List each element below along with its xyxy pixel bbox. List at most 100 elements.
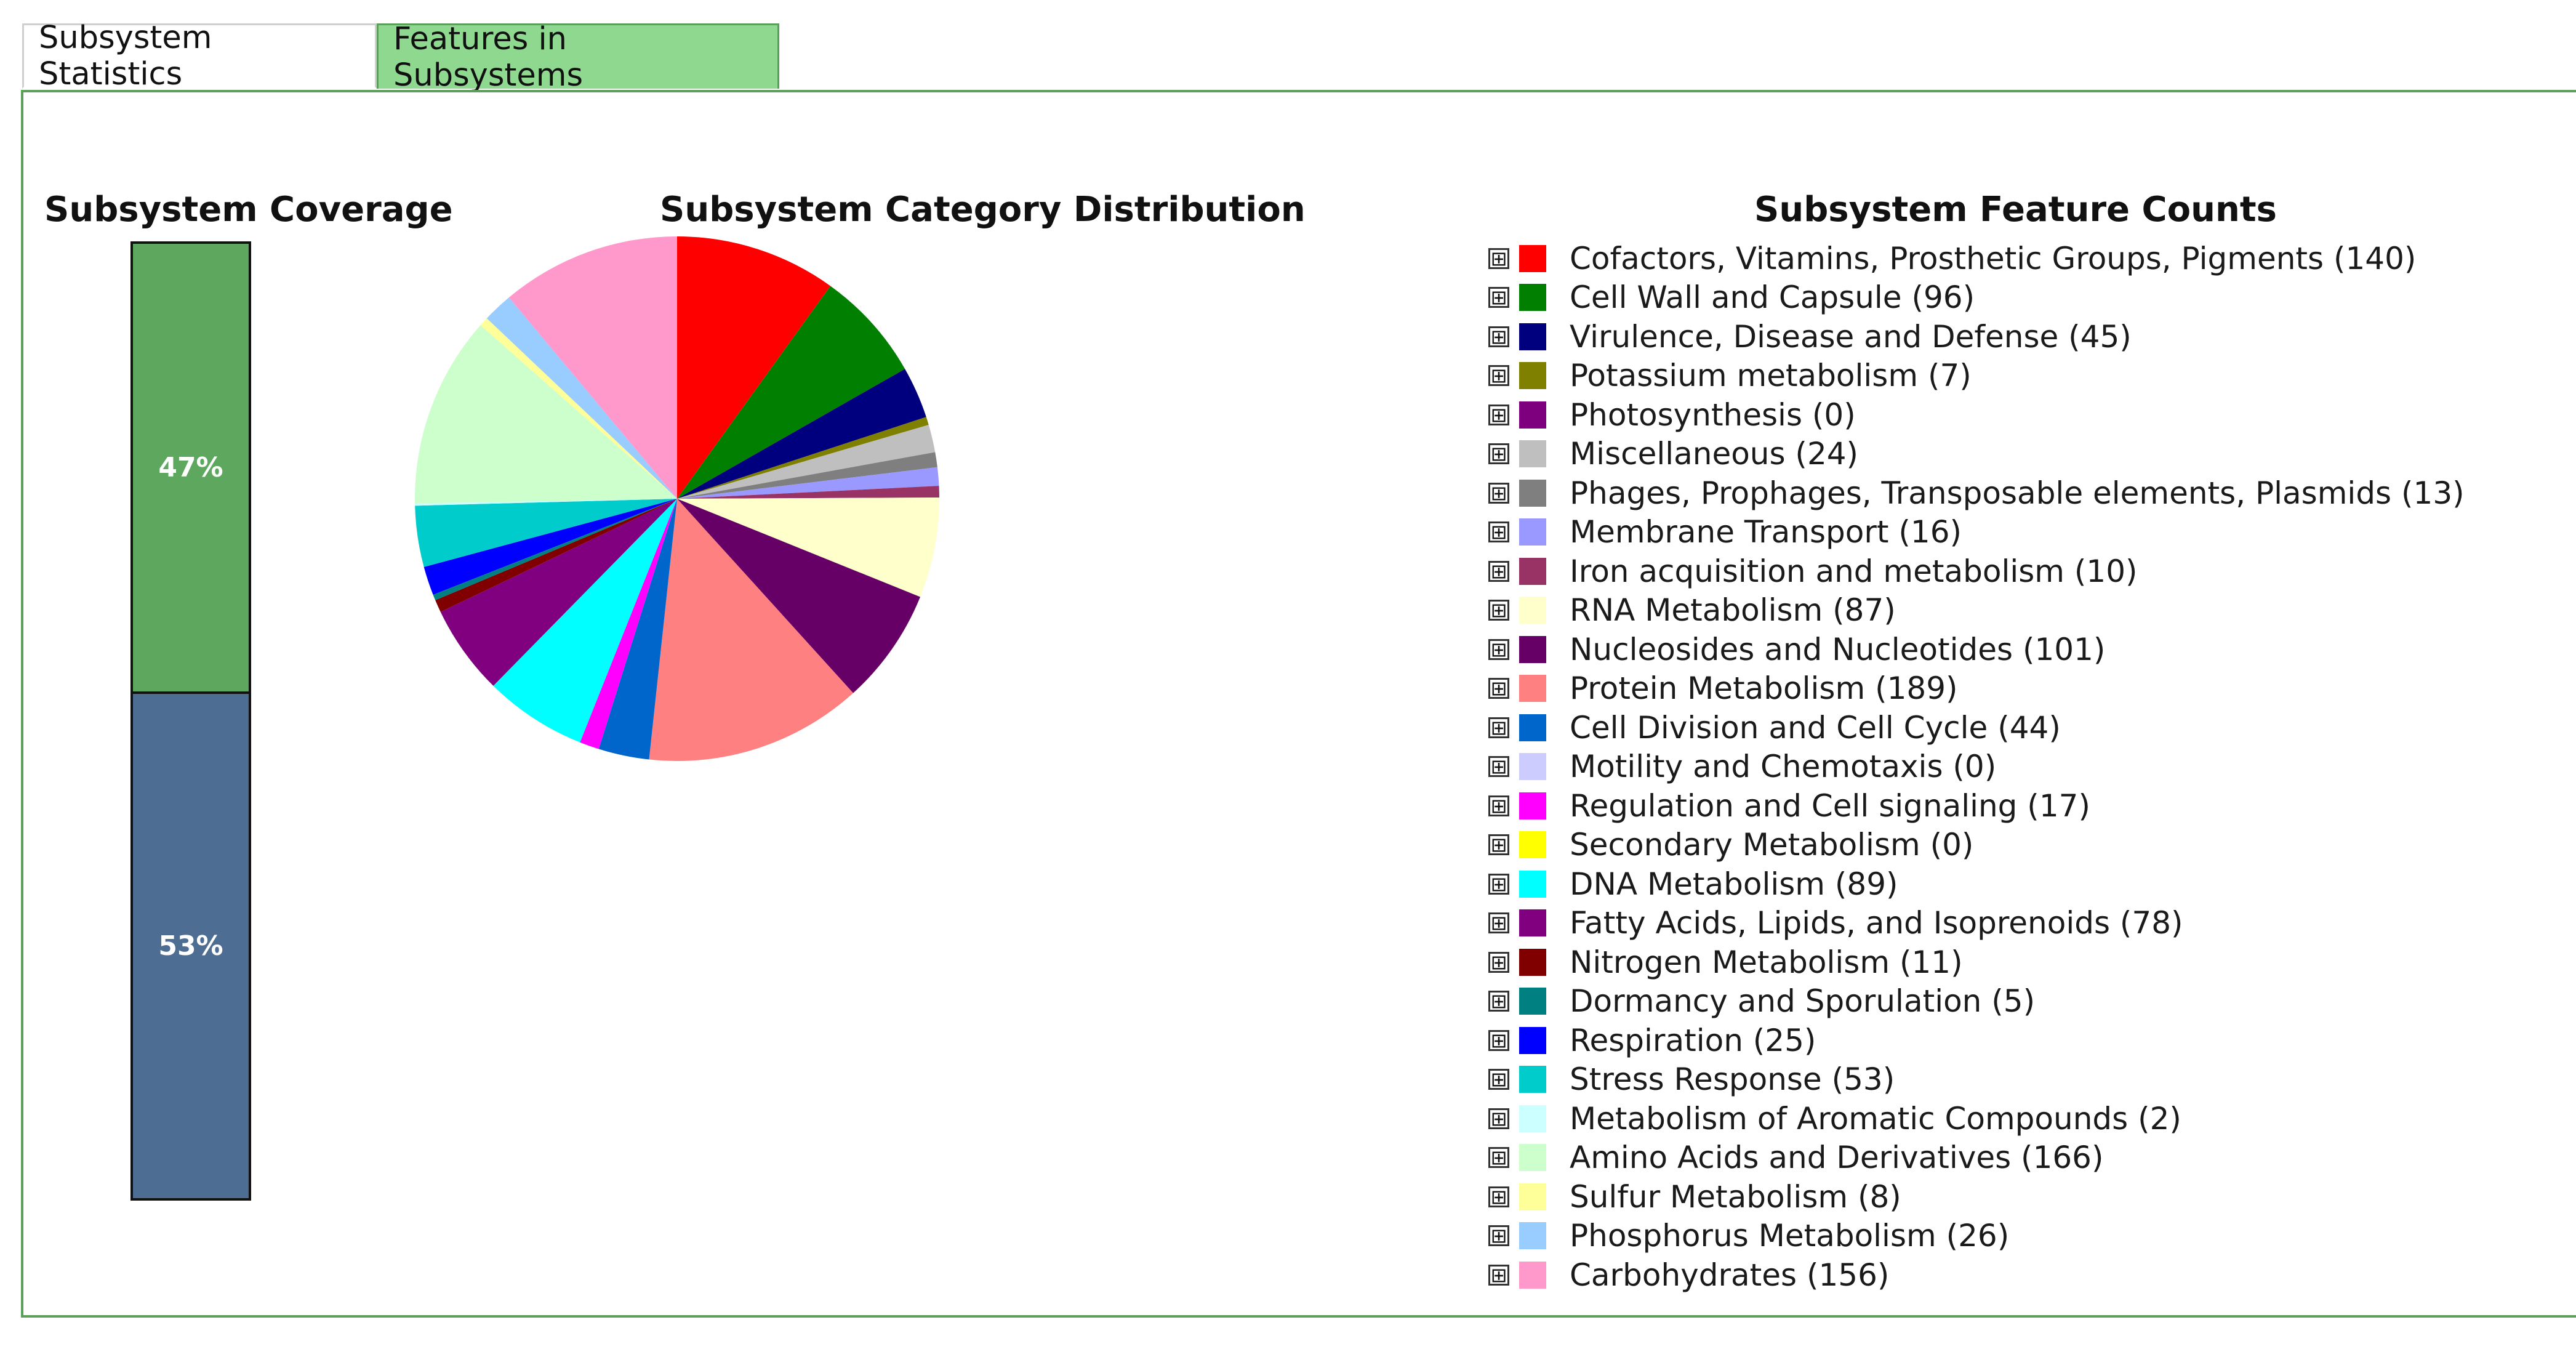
expand-icon[interactable]: ⊞ xyxy=(1488,795,1509,816)
pie-slice-fatty-acids-lipids-and-isoprenoids xyxy=(440,499,677,686)
legend-swatch xyxy=(1519,1222,1546,1250)
legend-item-respiration: ⊞ Respiration (25) xyxy=(1488,1021,2559,1060)
pie-slice-nucleosides-and-nucleotides xyxy=(677,499,921,693)
legend-label: Potassium metabolism (7) xyxy=(1570,358,1972,394)
legend-label: Virulence, Disease and Defense (45) xyxy=(1570,318,2132,355)
legend-item-protein-metabolism: ⊞ Protein Metabolism (189) xyxy=(1488,669,2559,709)
tab-subsystem-statistics[interactable]: Subsystem Statistics xyxy=(22,20,377,92)
legend-item-motility-and-chemotaxis: ⊞ Motility and Chemotaxis (0) xyxy=(1488,747,2559,787)
expand-icon[interactable]: ⊞ xyxy=(1488,287,1509,308)
legend-swatch xyxy=(1519,1105,1546,1132)
legend-item-nucleosides-and-nucleotides: ⊞ Nucleosides and Nucleotides (101) xyxy=(1488,630,2559,669)
legend-swatch xyxy=(1519,1066,1546,1093)
legend-item-metabolism-of-aromatic-compounds: ⊞ Metabolism of Aromatic Compounds (2) xyxy=(1488,1099,2559,1138)
legend-item-virulence-disease-and-defense: ⊞ Virulence, Disease and Defense (45) xyxy=(1488,317,2559,356)
legend-label: Motility and Chemotaxis (0) xyxy=(1570,749,1997,785)
legend-swatch xyxy=(1519,557,1546,585)
expand-icon[interactable]: ⊞ xyxy=(1488,404,1509,425)
expand-icon[interactable]: ⊞ xyxy=(1488,443,1509,465)
pie-slice-phosphorus-metabolism xyxy=(486,297,677,499)
expand-icon[interactable]: ⊞ xyxy=(1488,912,1509,934)
pie-slice-membrane-transport xyxy=(677,467,939,499)
pie-slice-rna-metabolism xyxy=(677,497,939,597)
legend-swatch xyxy=(1519,244,1546,272)
legend-swatch xyxy=(1519,401,1546,429)
legend-swatch xyxy=(1519,1026,1546,1054)
expand-icon[interactable]: ⊞ xyxy=(1488,248,1509,269)
pie-slice-potassium-metabolism xyxy=(677,417,929,499)
legend-swatch xyxy=(1519,714,1546,741)
legend-swatch xyxy=(1519,675,1546,703)
coverage-uncovered-label: 53% xyxy=(158,930,223,962)
legend-swatch xyxy=(1519,1261,1546,1289)
expand-icon[interactable]: ⊞ xyxy=(1488,834,1509,856)
expand-icon[interactable]: ⊞ xyxy=(1488,638,1509,660)
expand-icon[interactable]: ⊞ xyxy=(1488,951,1509,973)
coverage-divider xyxy=(133,691,249,694)
expand-icon[interactable]: ⊞ xyxy=(1488,482,1509,504)
legend-label: Respiration (25) xyxy=(1570,1022,1816,1058)
legend-label: Membrane Transport (16) xyxy=(1570,514,1962,550)
expand-icon[interactable]: ⊞ xyxy=(1488,1069,1509,1090)
pie-slice-respiration xyxy=(423,499,677,595)
expand-icon[interactable]: ⊞ xyxy=(1488,326,1509,347)
expand-icon[interactable]: ⊞ xyxy=(1488,1225,1509,1247)
legend-item-phages-prophages-transposable-elements-plasmids: ⊞ Phages, Prophages, Transposable element… xyxy=(1488,473,2559,513)
expand-icon[interactable]: ⊞ xyxy=(1488,678,1509,699)
expand-icon[interactable]: ⊞ xyxy=(1488,1029,1509,1051)
pie-slice-virulence-disease-and-defense xyxy=(677,369,926,499)
pie-slice-nitrogen-metabolism xyxy=(435,499,677,612)
legend-item-secondary-metabolism: ⊞ Secondary Metabolism (0) xyxy=(1488,826,2559,865)
coverage-covered-label: 47% xyxy=(158,451,223,483)
legend-label: Dormancy and Sporulation (5) xyxy=(1570,983,2036,1020)
legend-label: Amino Acids and Derivatives (166) xyxy=(1570,1140,2104,1176)
feature-counts-legend: ⊞ Cofactors, Vitamins, Prosthetic Groups,… xyxy=(1488,239,2559,1295)
expand-icon[interactable]: ⊞ xyxy=(1488,600,1509,621)
legend-label: Fatty Acids, Lipids, and Isoprenoids (78… xyxy=(1570,905,2183,941)
expand-icon[interactable]: ⊞ xyxy=(1488,521,1509,543)
legend-label: Cell Wall and Capsule (96) xyxy=(1570,280,1975,316)
legend-label: Cell Division and Cell Cycle (44) xyxy=(1570,709,2061,746)
expand-icon[interactable]: ⊞ xyxy=(1488,560,1509,582)
expand-icon[interactable]: ⊞ xyxy=(1488,717,1509,738)
legend-label: Regulation and Cell signaling (17) xyxy=(1570,787,2090,824)
expand-icon[interactable]: ⊞ xyxy=(1488,756,1509,778)
coverage-uncovered-segment: 53% xyxy=(133,693,249,1198)
legend-label: Secondary Metabolism (0) xyxy=(1570,827,1974,863)
expand-icon[interactable]: ⊞ xyxy=(1488,365,1509,387)
expand-icon[interactable]: ⊞ xyxy=(1488,873,1509,895)
legend-item-carbohydrates: ⊞ Carbohydrates (156) xyxy=(1488,1255,2559,1295)
legend-item-cell-division-and-cell-cycle: ⊞ Cell Division and Cell Cycle (44) xyxy=(1488,708,2559,747)
legend-swatch xyxy=(1519,870,1546,898)
legend-item-photosynthesis: ⊞ Photosynthesis (0) xyxy=(1488,395,2559,435)
pie-slice-metabolism-of-aromatic-compounds xyxy=(415,499,677,506)
expand-icon[interactable]: ⊞ xyxy=(1488,1108,1509,1129)
expand-icon[interactable]: ⊞ xyxy=(1488,1186,1509,1207)
pie-slice-protein-metabolism xyxy=(649,499,854,761)
legend-item-sulfur-metabolism: ⊞ Sulfur Metabolism (8) xyxy=(1488,1177,2559,1217)
pie-slice-phages-prophages-transposable-elements-plasmids xyxy=(677,452,937,499)
legend-item-cell-wall-and-capsule: ⊞ Cell Wall and Capsule (96) xyxy=(1488,278,2559,318)
legend-label: DNA Metabolism (89) xyxy=(1570,866,1898,902)
legend-swatch xyxy=(1519,323,1546,350)
distribution-title: Subsystem Category Distribution xyxy=(660,190,1306,230)
legend-swatch xyxy=(1519,362,1546,390)
pie-slice-dna-metabolism xyxy=(493,499,677,743)
legend-label: Cofactors, Vitamins, Prosthetic Groups, … xyxy=(1570,240,2417,276)
pie-slice-cell-division-and-cell-cycle xyxy=(598,499,677,760)
pie-slice-sulfur-metabolism xyxy=(480,318,677,499)
legend-item-nitrogen-metabolism: ⊞ Nitrogen Metabolism (11) xyxy=(1488,943,2559,982)
tab-features-in-subsystems[interactable]: Features in Subsystems xyxy=(377,21,779,94)
pie-slice-cell-wall-and-capsule xyxy=(677,286,905,499)
statistics-panel xyxy=(21,90,2576,1318)
legend-item-stress-response: ⊞ Stress Response (53) xyxy=(1488,1060,2559,1100)
legend-swatch xyxy=(1519,831,1546,859)
legend-swatch xyxy=(1519,284,1546,312)
legend-item-rna-metabolism: ⊞ RNA Metabolism (87) xyxy=(1488,591,2559,630)
pie-slice-amino-acids-and-derivatives xyxy=(415,325,677,504)
expand-icon[interactable]: ⊞ xyxy=(1488,1264,1509,1286)
expand-icon[interactable]: ⊞ xyxy=(1488,1147,1509,1169)
expand-icon[interactable]: ⊞ xyxy=(1488,991,1509,1012)
category-pie-chart xyxy=(415,236,939,761)
legend-label: Phosphorus Metabolism (26) xyxy=(1570,1218,2010,1254)
